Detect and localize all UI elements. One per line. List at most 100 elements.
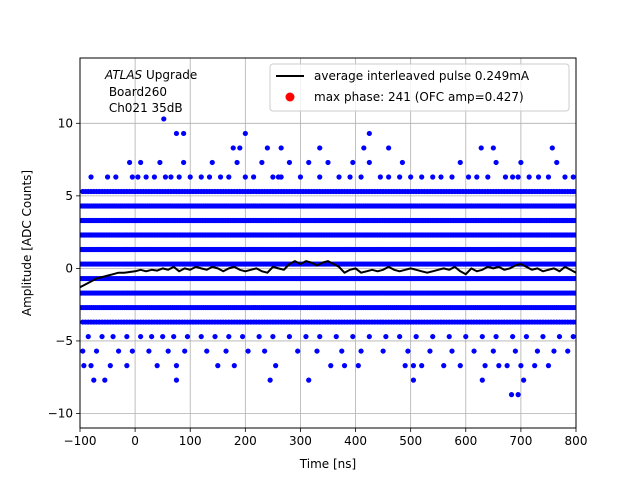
sample-point (479, 377, 485, 383)
sample-point (317, 174, 323, 180)
y-tick-label: 10 (58, 116, 73, 130)
sample-point (449, 174, 455, 180)
sample-point (129, 348, 135, 354)
sample-point (430, 333, 436, 340)
sample-point (93, 348, 100, 354)
sample-point (317, 145, 323, 151)
sample-point (135, 174, 141, 180)
sample-point (554, 159, 560, 166)
atlas-annotation: ATLAS Upgrade Board260 Ch021 35dB (104, 68, 197, 115)
sample-point (239, 333, 246, 340)
sample-point (441, 363, 447, 369)
sample-point (573, 188, 576, 195)
x-tick-label: 200 (234, 434, 257, 448)
annotation-board: Board260 (105, 85, 167, 99)
x-tick-label: 800 (565, 434, 588, 448)
sample-point (508, 392, 515, 398)
sample-point (479, 333, 485, 340)
sample-point (165, 348, 171, 354)
sample-point (107, 363, 113, 369)
sample-point (493, 333, 499, 340)
sample-point (366, 130, 372, 137)
sample-point (242, 174, 248, 180)
sample-point (173, 130, 180, 137)
sample-point (350, 333, 356, 340)
sample-point (562, 174, 568, 180)
annotation-atlas: ATLAS (104, 68, 143, 82)
legend-label-average: average interleaved pulse 0.249mA (314, 69, 530, 83)
sample-point (99, 333, 105, 340)
sample-points (80, 116, 576, 398)
sample-point (573, 261, 576, 267)
sample-point (173, 363, 180, 369)
sample-point (515, 174, 521, 180)
sample-point (270, 333, 276, 340)
sample-point (138, 333, 144, 340)
sample-point (341, 363, 348, 369)
sample-point (549, 145, 555, 151)
sample-point (518, 159, 524, 166)
sample-point (535, 174, 542, 180)
legend-label-max-phase: max phase: 241 (OFC amp=0.427) (314, 90, 524, 104)
sample-point (573, 275, 576, 282)
sample-point (157, 159, 163, 166)
sample-point (303, 333, 309, 340)
sample-point (358, 348, 364, 354)
sample-point (270, 174, 276, 180)
sample-point (504, 363, 510, 369)
sample-point (151, 174, 157, 180)
sample-point (556, 333, 563, 340)
sample-point (206, 174, 213, 180)
sample-point (124, 363, 130, 369)
sample-point (510, 174, 516, 180)
sample-point (347, 174, 353, 180)
sample-point (457, 159, 463, 166)
sample-point (317, 333, 323, 340)
x-axis-label: Time [ns] (299, 457, 356, 471)
sample-point (573, 246, 576, 253)
sample-point (410, 363, 417, 369)
legend: average interleaved pulse 0.249mA max ph… (269, 63, 570, 112)
sample-point (226, 333, 232, 340)
sample-point (502, 174, 509, 180)
sample-point (336, 174, 342, 180)
sample-point (515, 392, 521, 398)
sample-point (490, 145, 496, 151)
x-tick-label: 0 (131, 434, 139, 448)
sample-point (510, 333, 516, 340)
sample-point (267, 377, 273, 383)
sample-point (377, 174, 383, 180)
sample-point (465, 174, 472, 180)
sample-point (355, 363, 361, 369)
sample-point (430, 174, 436, 180)
sample-point (358, 174, 364, 180)
sample-point (350, 159, 356, 166)
sample-point (521, 377, 527, 383)
sample-point (171, 333, 177, 340)
sample-point (573, 290, 576, 296)
x-tick-label: 500 (399, 434, 422, 448)
sample-point (295, 348, 301, 354)
sample-point (223, 348, 229, 354)
sample-point (446, 333, 452, 340)
sample-point (181, 130, 187, 137)
sample-point (526, 174, 532, 180)
sample-point (383, 333, 389, 340)
y-tick-label: 0 (65, 261, 73, 275)
sample-point (496, 363, 502, 369)
sample-point (110, 333, 116, 340)
sample-point (173, 377, 180, 383)
legend-dot-swatch (285, 92, 295, 102)
sample-point (551, 348, 557, 354)
sample-point (251, 174, 257, 180)
sample-point (570, 333, 576, 340)
sample-point (212, 333, 218, 340)
sample-point (297, 174, 304, 180)
sample-point (231, 363, 237, 369)
x-tick-label: 400 (344, 434, 367, 448)
sample-point (474, 174, 480, 180)
sample-point (81, 363, 87, 369)
sample-point (540, 333, 546, 340)
sample-point (242, 130, 248, 137)
legend-frame (269, 63, 570, 112)
